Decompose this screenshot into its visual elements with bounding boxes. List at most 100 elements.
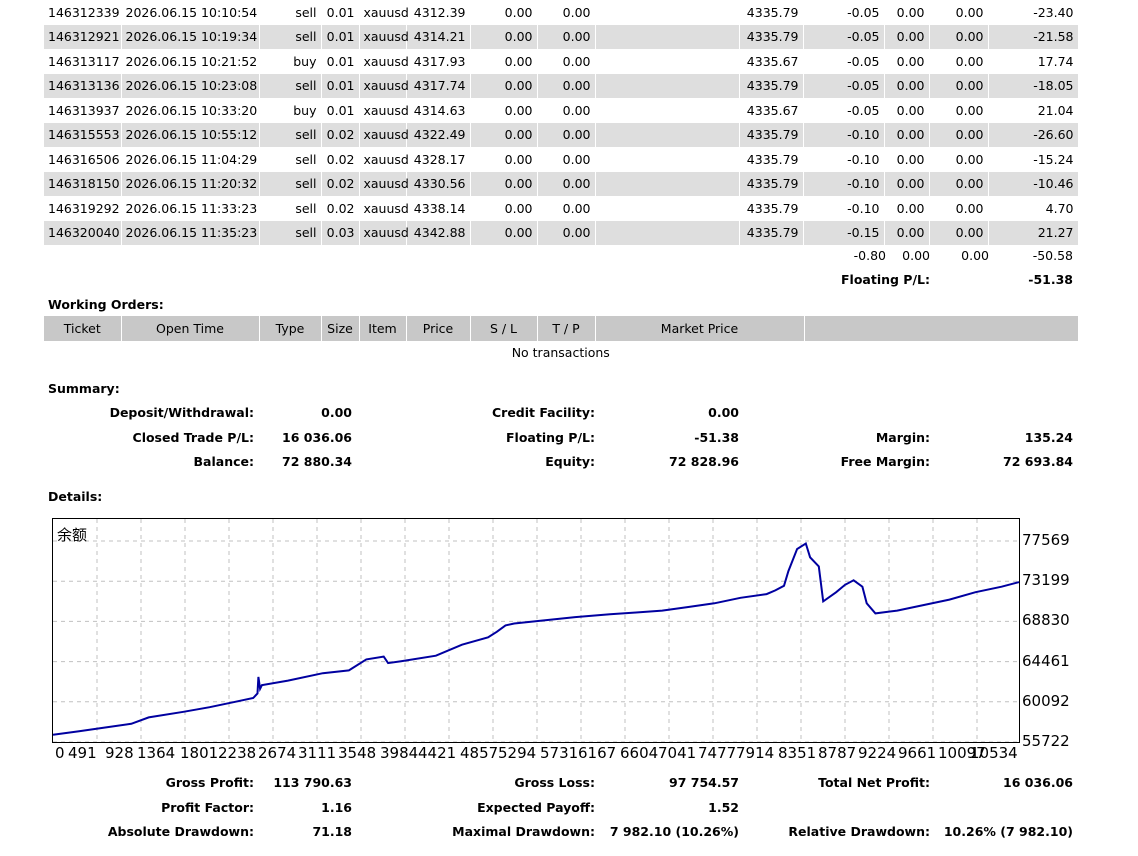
floating-pl-value: -51.38 [1028,272,1073,287]
balance-series-line [53,541,1019,736]
cell-tp: 0.00 [537,24,596,49]
cell-item: xauusd [359,171,409,196]
column-header[interactable]: T / P [537,316,596,341]
table-row: 146312921 2026.06.15 10:19:34 sell 0.01 xauu… [44,24,1079,49]
balance-chart-svg [53,519,1019,742]
totals-profit: -50.58 [1032,248,1073,263]
rel-drawdown-value: 10.26% (7 982.10) [943,824,1073,839]
x-tick-label: 1801 [180,744,219,762]
cell-swap: 0.00 [929,73,989,98]
cell-time: 2026.06.15 10:23:08 [121,73,260,98]
cell-item: xauusd [359,49,409,74]
cell-size: 0.02 [321,147,360,172]
cell-empty [595,147,740,172]
net-profit-value: 16 036.06 [1003,775,1073,790]
x-tick-label: 10534 [970,744,1018,762]
cell-market: 4335.79 [739,171,804,196]
cell-swap: 0.00 [929,147,989,172]
column-header[interactable]: Ticket [44,316,122,341]
cell-type: buy [259,98,322,123]
equity-value: 72 828.96 [669,454,739,469]
x-tick-label: 10097 [938,744,986,762]
column-header[interactable]: Market Price [595,316,805,341]
cell-tp: 0.00 [537,0,596,25]
cell-tp: 0.00 [537,147,596,172]
column-header[interactable]: Price [406,316,471,341]
credit-label: Credit Facility: [491,405,595,420]
cell-empty [595,98,740,123]
cell-commission: -0.15 [803,220,885,245]
balance-chart: 余额 [52,518,1020,743]
cell-type: sell [259,171,322,196]
equity-label: Equity: [545,454,595,469]
cell-empty [595,0,740,25]
x-tick-label: 5294 [498,744,537,762]
cell-swap: 0.00 [929,122,989,147]
gross-profit-label: Gross Profit: [165,775,254,790]
cell-tp: 0.00 [537,98,596,123]
cell-ticket: 146312921 [44,24,122,49]
table-row: 146312339 2026.06.15 10:10:54 sell 0.01 xauu… [44,0,1079,25]
cell-sl: 0.00 [470,24,538,49]
cell-sl: 0.00 [470,122,538,147]
x-tick-label: 5731 [540,744,579,762]
cell-swap: 0.00 [929,49,989,74]
x-tick-label: 0 [55,744,65,762]
cell-sl: 0.00 [470,73,538,98]
cell-market: 4335.79 [739,0,804,25]
rel-drawdown-label: Relative Drawdown: [788,824,930,839]
cell-sl: 0.00 [470,220,538,245]
y-tick-label: 73199 [1022,571,1070,590]
cell-item: xauusd [359,220,409,245]
cell-price: 4330.56 [406,171,471,196]
cell-taxes: 0.00 [884,0,930,25]
column-header[interactable]: Type [259,316,322,341]
x-tick-label: 8351 [778,744,817,762]
column-header[interactable]: S / L [470,316,538,341]
cell-market: 4335.79 [739,196,804,221]
cell-empty [595,49,740,74]
cell-commission: -0.10 [803,147,885,172]
x-tick-label: 2238 [218,744,257,762]
cell-tp: 0.00 [537,196,596,221]
cell-profit: -26.60 [988,122,1079,147]
x-tick-label: 3111 [298,744,337,762]
cell-size: 0.02 [321,171,360,196]
cell-ticket: 146320040 [44,220,122,245]
y-tick-label: 68830 [1022,611,1070,630]
cell-sl: 0.00 [470,171,538,196]
net-profit-label: Total Net Profit: [818,775,930,790]
cell-size: 0.02 [321,196,360,221]
cell-price: 4342.88 [406,220,471,245]
cell-commission: -0.10 [803,122,885,147]
totals-swap: 0.00 [961,248,989,263]
column-header[interactable]: Open Time [121,316,260,341]
cell-size: 0.01 [321,0,360,25]
table-row: 146313136 2026.06.15 10:23:08 sell 0.01 xauu… [44,73,1079,98]
cell-ticket: 146318150 [44,171,122,196]
x-tick-label: 7477 [698,744,737,762]
cell-price: 4312.39 [406,0,471,25]
column-header[interactable]: Size [321,316,360,341]
cell-type: sell [259,0,322,25]
cell-size: 0.01 [321,49,360,74]
profit-factor-value: 1.16 [321,800,352,815]
closed-pl-label: Closed Trade P/L: [132,430,254,445]
cell-sl: 0.00 [470,147,538,172]
cell-profit: -21.58 [988,24,1079,49]
cell-taxes: 0.00 [884,196,930,221]
column-header[interactable]: Item [359,316,407,341]
cell-time: 2026.06.15 10:19:34 [121,24,260,49]
max-drawdown-label: Maximal Drawdown: [452,824,595,839]
x-tick-label: 8787 [818,744,857,762]
expected-payoff-value: 1.52 [708,800,739,815]
cell-item: xauusd [359,98,409,123]
cell-tp: 0.00 [537,122,596,147]
totals-commission: -0.80 [853,248,886,263]
cell-item: xauusd [359,122,409,147]
cell-tp: 0.00 [537,73,596,98]
cell-profit: 17.74 [988,49,1079,74]
cell-market: 4335.67 [739,49,804,74]
cell-tp: 0.00 [537,171,596,196]
